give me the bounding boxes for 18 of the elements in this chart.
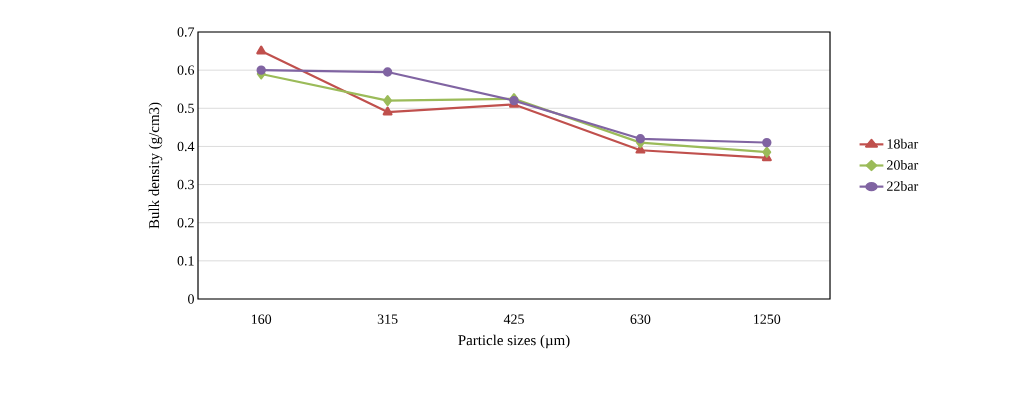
x-tick-label: 425 [503, 314, 524, 324]
y-tick-label: 0 [188, 294, 194, 304]
y-tick-label: 0.4 [177, 141, 195, 152]
x-tick-label: 630 [630, 314, 651, 324]
y-axis-title: Bulk density (g/cm3) [148, 102, 163, 229]
legend-label: 22bar [887, 181, 919, 191]
y-tick-label: 0.3 [177, 179, 194, 190]
y-tick-label: 0.5 [177, 103, 194, 114]
x-tick-label: 160 [251, 314, 272, 324]
y-tick-label: 0.7 [177, 27, 195, 37]
y-tick-label: 0.2 [177, 217, 194, 228]
legend-label: 20bar [887, 159, 919, 170]
legend-label: 18bar [887, 138, 919, 149]
y-tick-label: 0.1 [177, 256, 194, 266]
x-tick-label: 315 [377, 314, 398, 324]
x-tick-label: 1250 [754, 314, 781, 324]
y-tick-label: 0.6 [177, 65, 195, 75]
x-axis-title: Particle sizes (µm) [458, 334, 570, 349]
